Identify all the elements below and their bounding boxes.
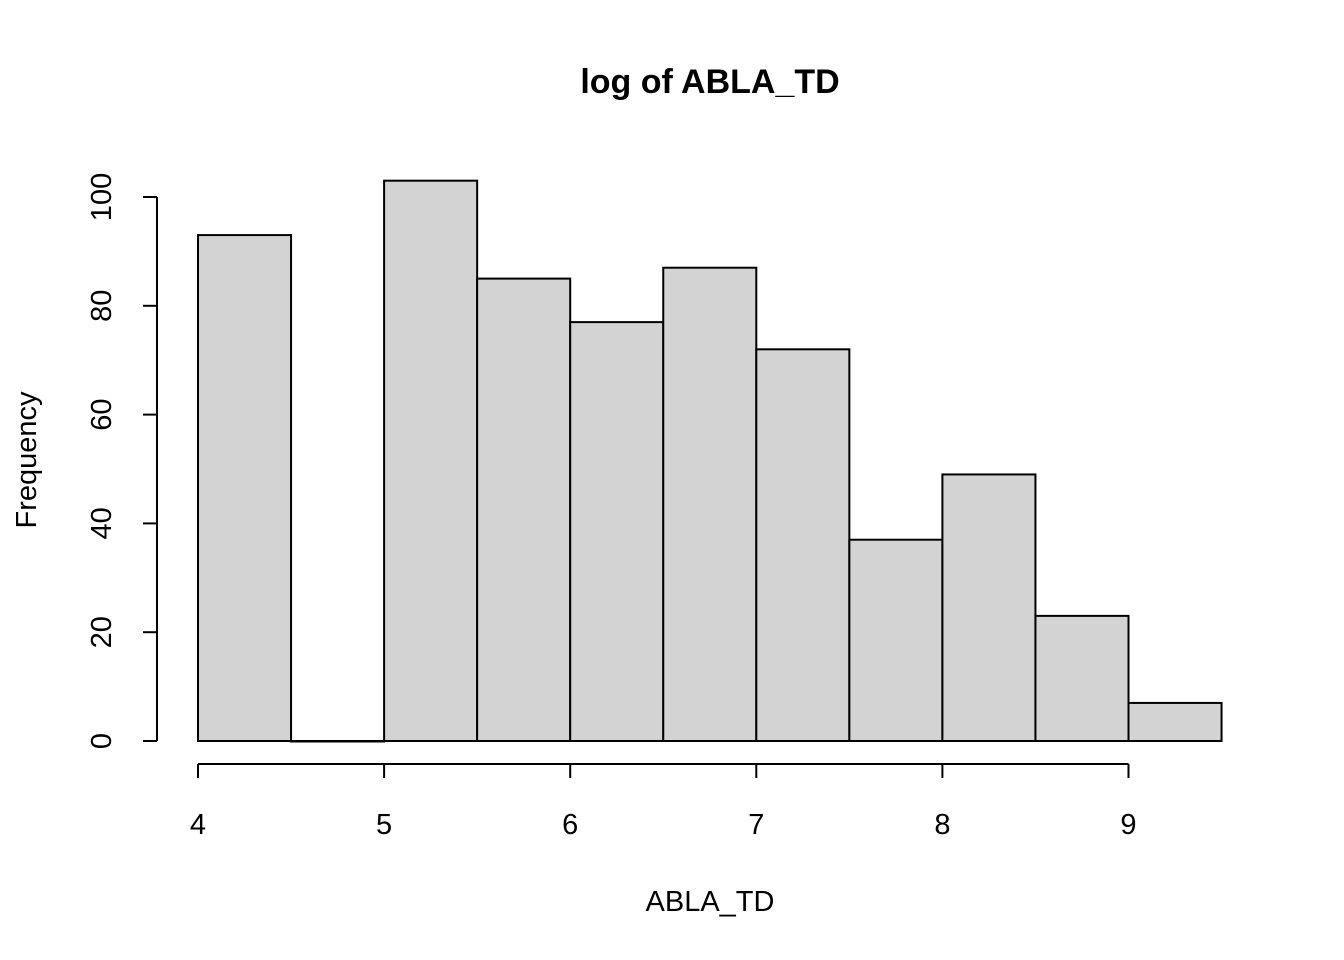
histogram-bar-1 [290,740,386,743]
histogram-bar-5 [662,266,758,742]
bars-group [197,179,1223,743]
histogram-bar-0 [197,234,293,743]
y-axis-label: Frequency [11,391,43,529]
x-tick-label: 9 [1120,809,1136,841]
histogram-bar-10 [1127,701,1223,742]
x-tick-label: 7 [748,809,764,841]
y-axis: 0 20 40 60 80 100 [86,173,158,749]
chart-title: log of ABLA_TD [580,63,839,101]
y-tick-label: 100 [86,173,118,221]
histogram-bar-8 [941,473,1037,742]
histogram-bar-9 [1034,614,1130,743]
histogram-bar-3 [476,277,572,742]
x-tick-label: 4 [190,809,206,841]
histogram-bar-4 [569,321,665,742]
x-tick-label: 8 [934,809,950,841]
y-tick-label: 0 [86,733,118,749]
x-tick-label: 6 [562,809,578,841]
histogram-bar-7 [848,538,944,742]
x-axis-label: ABLA_TD [646,886,775,918]
y-tick-label: 20 [86,616,118,648]
x-axis: 4 5 6 7 8 9 [190,763,1137,841]
y-tick-label: 40 [86,507,118,539]
y-tick-label: 80 [86,290,118,322]
x-tick-label: 5 [376,809,392,841]
y-tick-label: 60 [86,398,118,430]
histogram-bar-6 [755,348,851,742]
histogram-bar-2 [383,179,479,742]
